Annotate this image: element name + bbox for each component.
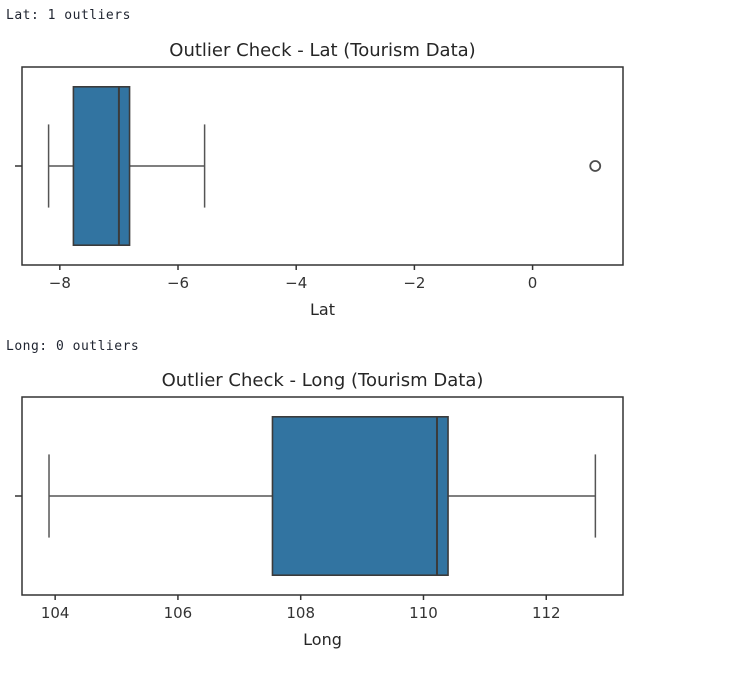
iqr-box (72, 85, 131, 246)
x-tick-label: −8 (49, 274, 71, 292)
x-axis-label: Lat (310, 300, 335, 319)
x-tick-label: 110 (409, 604, 438, 622)
x-tick-label: −4 (285, 274, 307, 292)
x-tick-label: 108 (286, 604, 315, 622)
x-tick-label: 0 (528, 274, 538, 292)
x-axis-label: Long (303, 630, 342, 649)
x-tick-label: 112 (532, 604, 561, 622)
x-tick-label: −6 (167, 274, 189, 292)
stdout-line-long: Long: 0 outliers (6, 339, 140, 354)
iqr-box (271, 415, 449, 576)
long-boxplot-chart: Outlier Check - Long (Tourism Data) 104 10… (15, 370, 624, 649)
chart-title: Outlier Check - Long (Tourism Data) (162, 370, 484, 391)
x-tick-label: 104 (41, 604, 70, 622)
chart-title: Outlier Check - Lat (Tourism Data) (169, 40, 475, 61)
outlier-point (589, 160, 602, 172)
stdout-line-lat: Lat: 1 outliers (6, 8, 131, 23)
x-tick-label: −2 (403, 274, 425, 292)
x-tick-label: 106 (164, 604, 193, 622)
lat-boxplot-chart: Outlier Check - Lat (Tourism Data) −8 −6 −4… (15, 40, 624, 319)
